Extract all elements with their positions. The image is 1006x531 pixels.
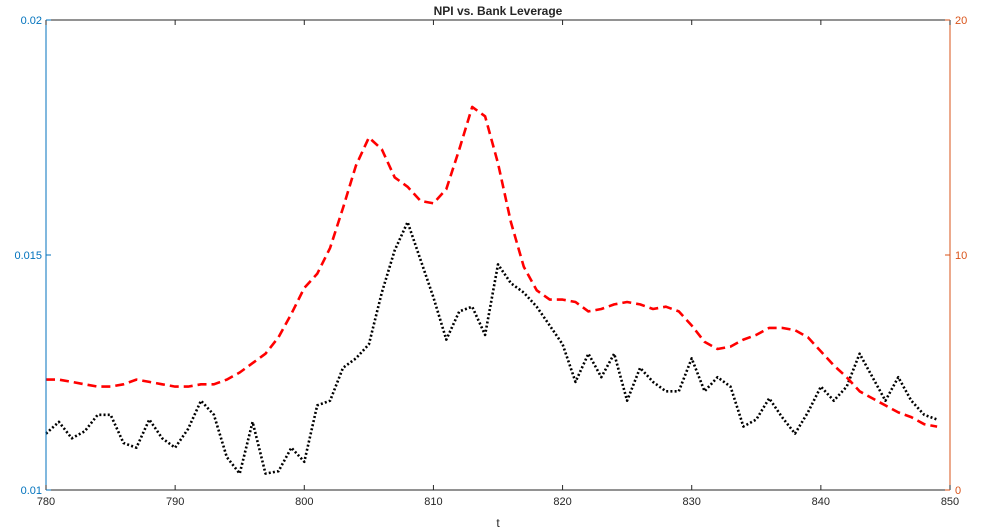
x-tick-label: 780: [37, 496, 55, 508]
series-line-2-dashed: [46, 105, 938, 428]
series-layer: [45, 105, 938, 475]
y-left-tick-label: 0.015: [14, 250, 42, 262]
y-right-tick-label: 10: [955, 250, 967, 262]
y-left-tick-label: 0.02: [21, 15, 42, 27]
chart-title: NPI vs. Bank Leverage: [434, 4, 563, 18]
x-tick-label: 840: [812, 496, 830, 508]
x-axis-label: t: [496, 516, 500, 530]
plot-background: [46, 20, 950, 490]
x-tick-label: 810: [424, 496, 442, 508]
x-tick-label: 790: [166, 496, 184, 508]
axes-layer: 780 790 800 810 820 830 840 850 0.01 0.015 0.02 0 10…: [14, 15, 967, 508]
x-tick-label: 830: [683, 496, 701, 508]
y-right-tick-label: 0: [955, 485, 961, 497]
y-left-tick-label: 0.01: [21, 485, 42, 497]
series-line-1-dotted: [45, 220, 938, 475]
x-tick-label: 820: [553, 496, 571, 508]
x-tick-label: 800: [295, 496, 313, 508]
x-tick-label: 850: [941, 496, 959, 508]
y-right-tick-label: 20: [955, 15, 967, 27]
